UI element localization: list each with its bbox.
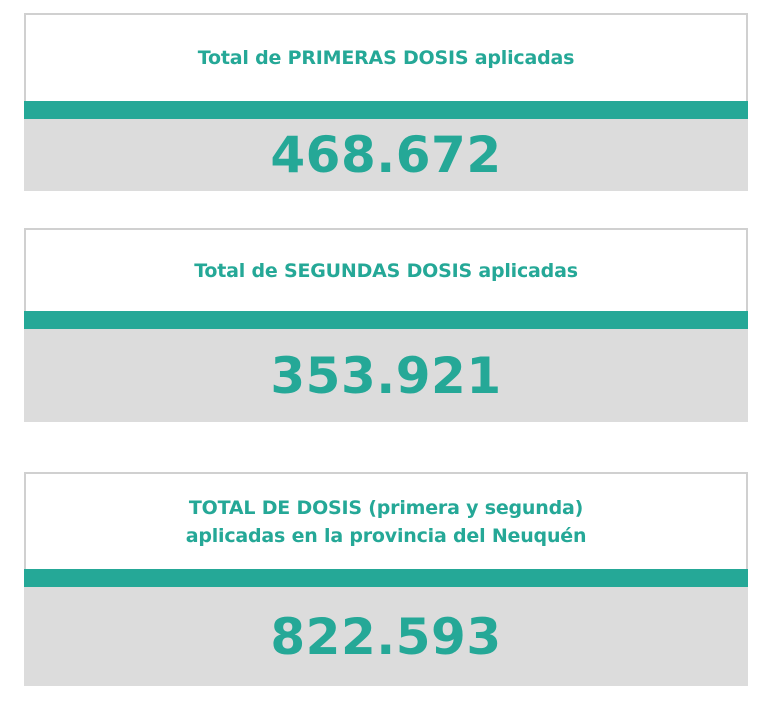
card-title: Total de PRIMERAS DOSIS aplicadas (197, 47, 575, 69)
card-title-box: TOTAL DE DOSIS (primera y segunda) aplic… (24, 472, 748, 569)
card-title-box: Total de SEGUNDAS DOSIS aplicadas (24, 228, 748, 311)
card-value: 822.593 (270, 607, 502, 666)
first-doses-card: Total de PRIMERAS DOSIS aplicadas 468.67… (24, 13, 748, 191)
card-title: Total de SEGUNDAS DOSIS aplicadas (194, 259, 578, 282)
card-value-box: 468.672 (24, 119, 748, 191)
card-value-box: 822.593 (24, 587, 748, 686)
accent-bar (24, 311, 748, 329)
card-title-line-2: aplicadas en la provincia del Neuquén (185, 524, 587, 547)
card-title-box: Total de PRIMERAS DOSIS aplicadas (24, 13, 748, 101)
accent-bar (24, 569, 748, 587)
second-doses-card: Total de SEGUNDAS DOSIS aplicadas 353.92… (24, 228, 748, 422)
accent-bar (24, 101, 748, 119)
total-doses-card: TOTAL DE DOSIS (primera y segunda) aplic… (24, 472, 748, 686)
card-value: 468.672 (270, 126, 502, 184)
card-value: 353.921 (270, 346, 502, 405)
card-value-box: 353.921 (24, 329, 748, 422)
card-title-line-1: TOTAL DE DOSIS (primera y segunda) (188, 496, 584, 519)
